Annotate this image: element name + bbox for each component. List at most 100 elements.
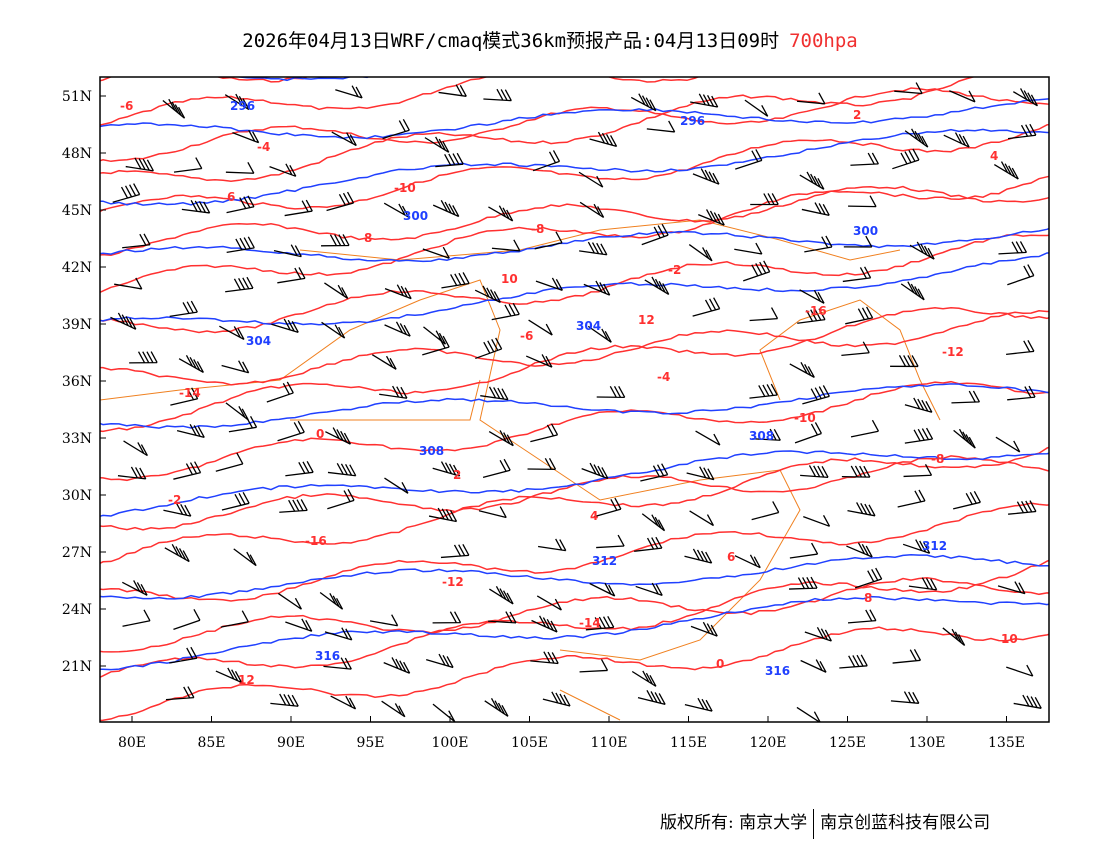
wind-barb [1012,88,1039,107]
temperature-contour [100,77,700,126]
wind-barb [273,244,302,258]
axis-ticks: 51N 48N 45N 42N 39N 36N 33N 30N 27N 24N 21N 80E 85E 9… [62,89,1025,751]
wind-barb [789,576,818,590]
height-label: 296 [230,99,255,113]
height-label: 312 [922,539,947,553]
boundary-line [299,219,901,261]
wind-barb [382,118,410,140]
wind-barb [589,582,616,597]
wind-barb [324,627,353,641]
wind-barb [221,360,250,374]
wind-barb [277,267,306,284]
wind-barb [890,355,919,368]
wind-barb [327,489,355,510]
temperature-label: -12 [442,575,464,589]
wind-barb [232,129,260,144]
wind-barb [538,538,567,552]
wind-barb [327,462,357,477]
wind-barb [488,205,514,222]
wind-barb [122,609,151,627]
wind-barb [122,233,151,249]
wind-barb [178,354,204,374]
temperature-label: 10 [1001,632,1018,646]
wind-barb [581,462,609,480]
temperature-label: 4 [590,509,598,523]
wind-barb [163,503,192,517]
temperature-contour [100,577,1049,653]
temperature-contour [100,502,1049,602]
wind-barb [323,657,352,670]
wind-barb [542,691,571,707]
wind-barb [846,542,873,558]
wind-barb [383,657,411,674]
wind-barb [219,325,245,340]
wind-barb [271,318,299,333]
temperature-contour [100,559,1049,678]
contour-labels: -6 -6 -4 -4 -10 -10 -8 -8 -2 -2 -16 -16 -12 -12 -14 -14… [120,99,1018,687]
wind-barb [953,428,976,449]
temperature-label: -6 [120,99,133,113]
height-contour [100,227,1049,263]
wind-barb [169,646,198,664]
wind-barb [432,200,460,218]
wind-barb [426,653,454,669]
wind-barb [525,354,553,368]
height-contour [100,383,1049,429]
wind-barb [277,592,303,610]
lon-label: 90E [277,735,305,751]
wind-barb [325,427,352,445]
wind-barb [422,335,450,356]
wind-barb [491,239,521,252]
wind-barb [483,88,512,102]
wind-barb [1007,123,1037,140]
wind-barb [432,611,462,624]
wind-barb [176,424,205,439]
wind-barb [942,627,966,646]
temperature-contour [100,455,1049,531]
wind-barb [527,458,557,471]
wind-barb [892,148,920,170]
wind-barb [841,465,871,478]
temperature-contour [100,123,1049,213]
wind-barb [488,430,514,447]
wind-barb [744,99,769,117]
map-frame [99,76,1050,723]
wind-barb [839,654,868,669]
wind-barb [478,506,507,519]
wind-barb [951,390,981,404]
temperature-contour [100,175,1049,294]
wind-barb [841,341,870,357]
lat-label: 48N [62,146,92,162]
wind-barb [534,231,563,250]
wind-barb [162,98,186,119]
wind-barb [422,246,450,259]
wind-barb [331,131,357,147]
wind-barb [796,706,821,722]
wind-barb [804,235,833,253]
wind-barb [593,497,622,518]
wind-barb [321,321,346,339]
temperature-label: 2 [853,108,861,122]
temperature-contour [100,380,1049,482]
footer: 版权所有: 南京大学 南京创蓝科技有限公司 [660,808,990,839]
wind-barb [224,93,250,111]
wind-barb [125,157,154,172]
wind-barb [641,223,669,246]
title-text: 2026年04月13日WRF/cmaq模式36km预报产品:04月13日09时 [242,30,780,52]
wind-barb [749,383,778,399]
wind-barb [847,502,876,517]
wind-barb [117,466,147,480]
lon-label: 120E [750,735,787,751]
wind-barb [536,595,562,611]
temperature-label: -2 [168,493,181,507]
lon-label: 125E [829,735,866,751]
wind-barb [749,307,779,322]
wind-barb [270,693,299,707]
wind-barb [383,202,410,218]
temperature-label: 10 [501,272,518,286]
wind-barb [491,303,520,321]
wind-barb [424,136,450,153]
wind-barb [789,362,815,378]
temperature-label: -10 [394,181,416,195]
wind-barb [903,463,933,478]
